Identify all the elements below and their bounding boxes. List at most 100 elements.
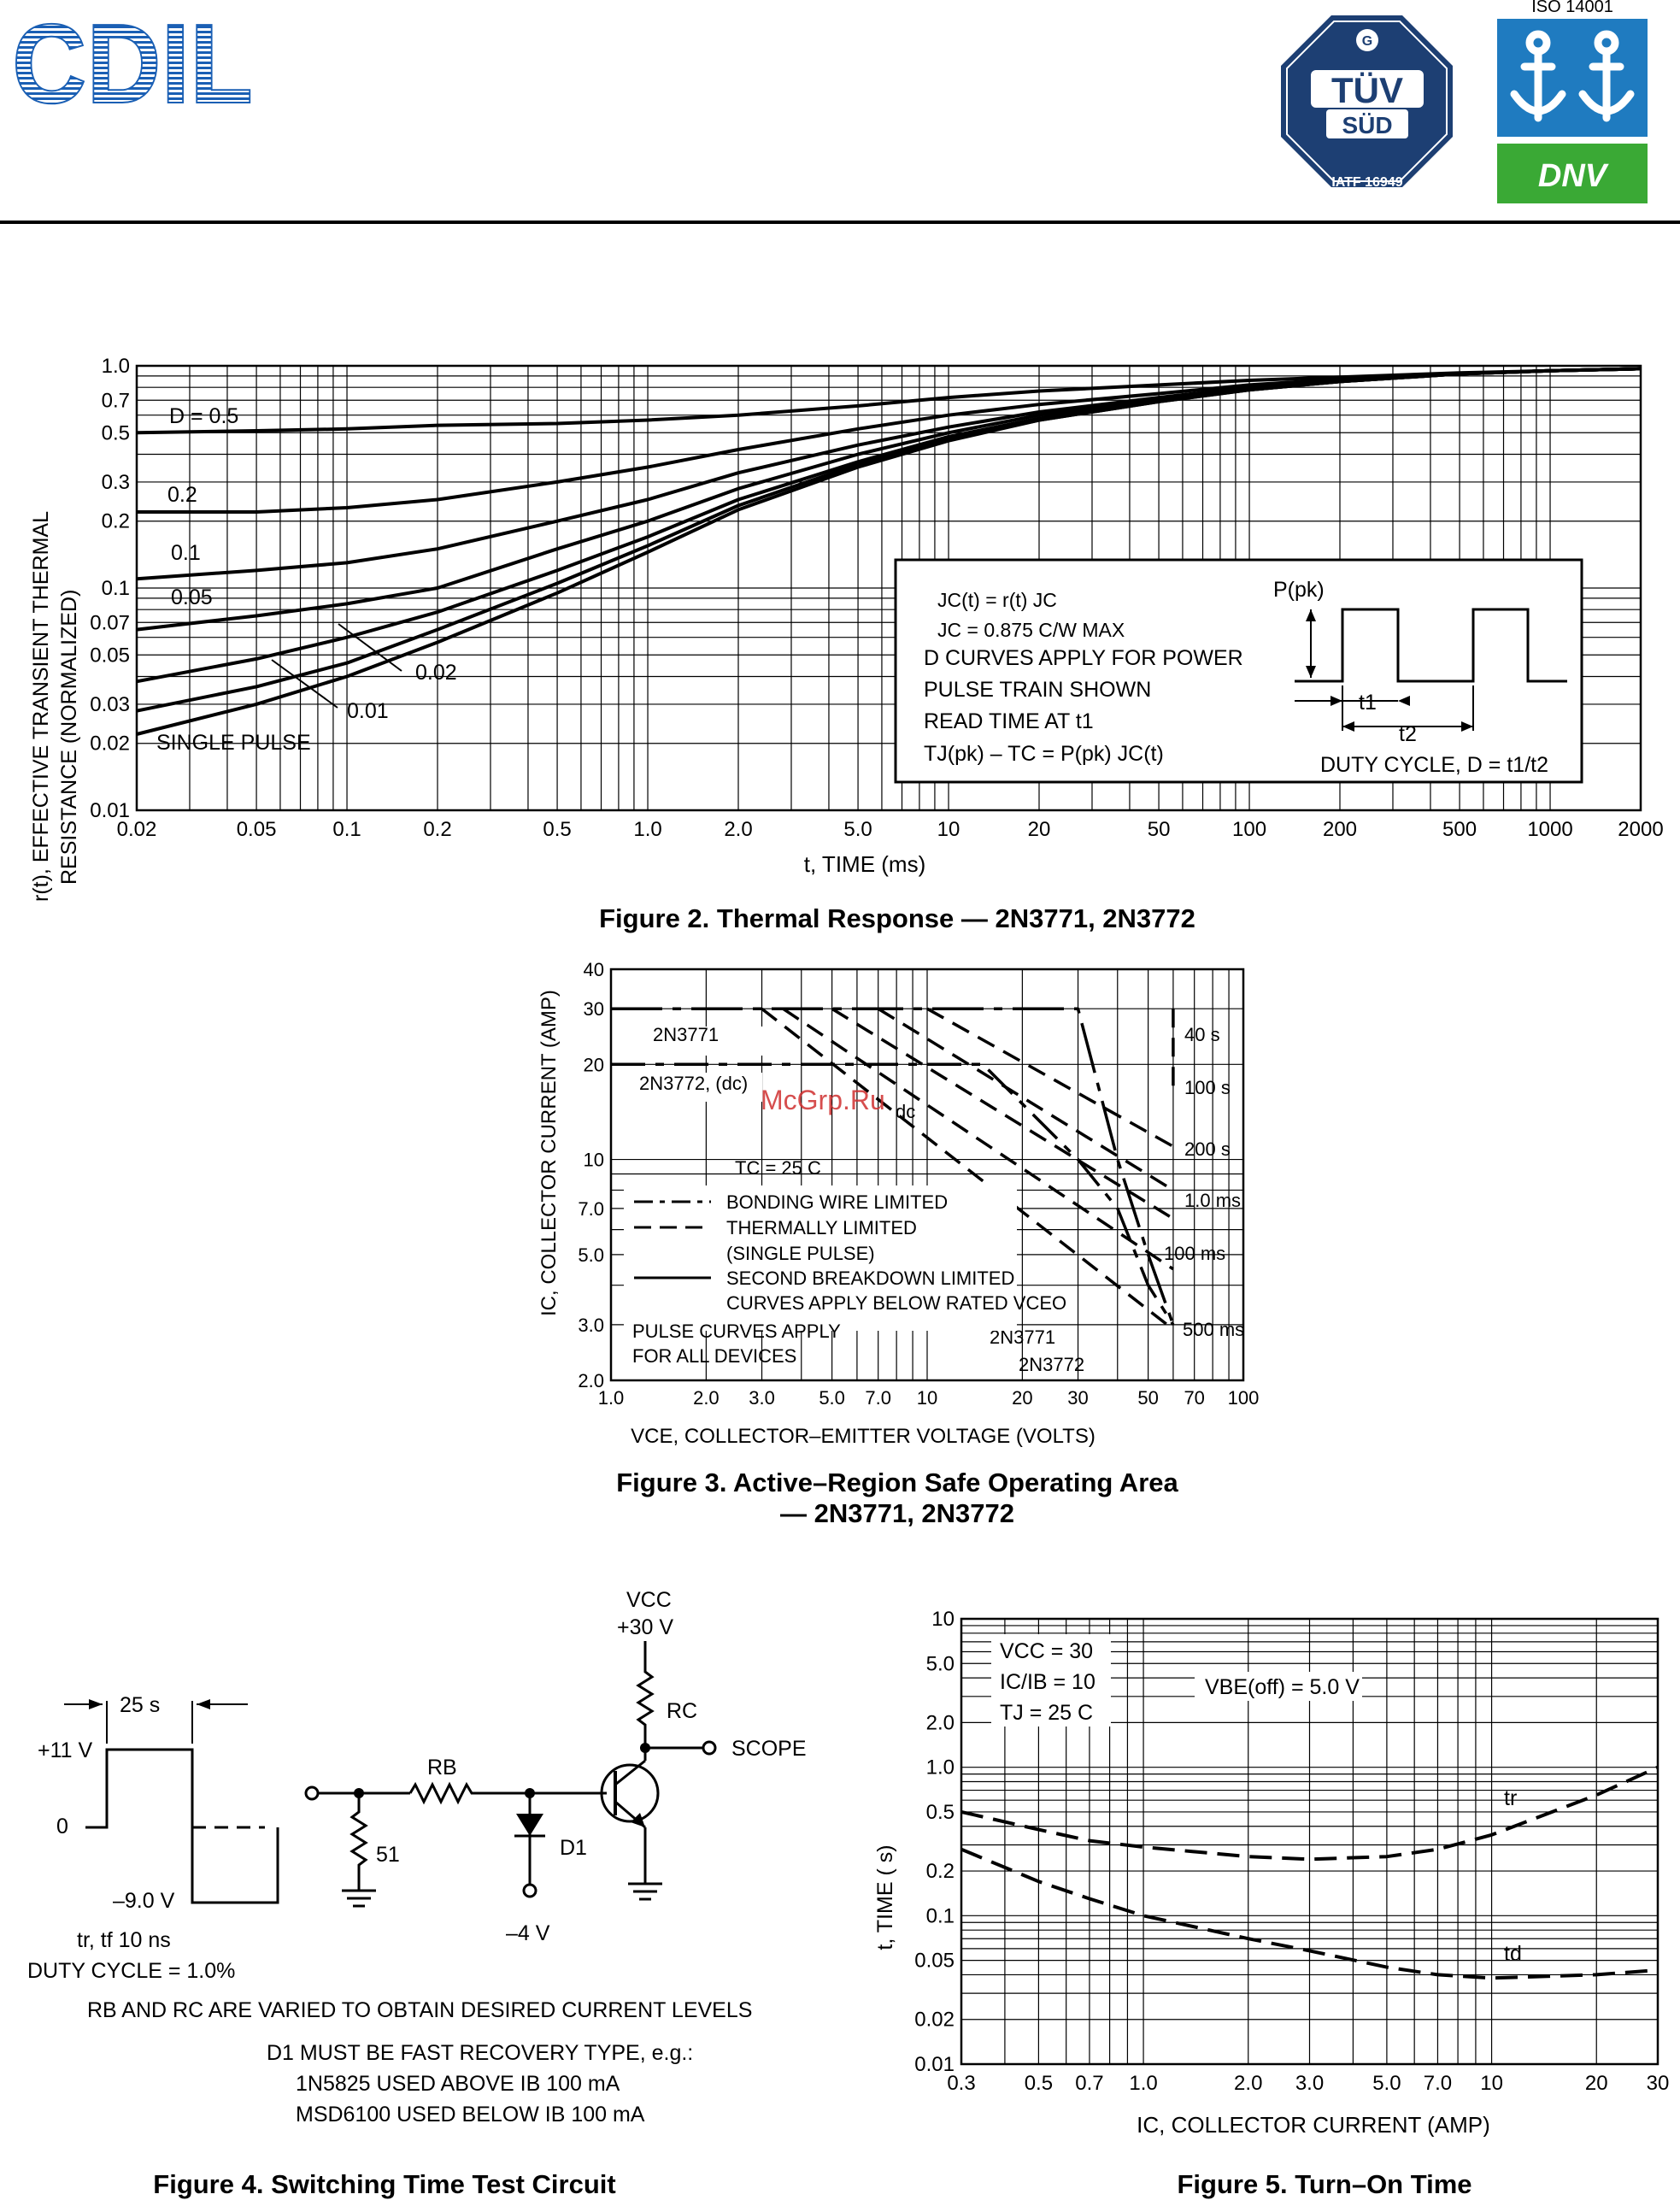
x-tick-label: 0.7 [1075,2072,1103,2095]
figure5-ylabel: t, TIME ( s) [873,1844,897,1950]
x-tick-label: 0.05 [237,818,277,841]
y-tick-label: 0.1 [102,577,130,600]
pulse-note-2: FOR ALL DEVICES [632,1345,796,1367]
x-tick-label: 2.0 [724,818,752,841]
rc-label: RC [667,1699,697,1723]
y-tick-label: 0.2 [926,1860,955,1883]
box-duty: DUTY CYCLE, D = t1/t2 [1320,753,1548,777]
curve-label-01: 0.1 [171,541,201,565]
vcc-value: +30 V [617,1615,673,1639]
x-tick-label: 1.0 [598,1387,625,1409]
note-1: RB AND RC ARE VARIED TO OBTAIN DESIRED C… [87,1998,752,2022]
x-tick-label: 20 [1028,818,1051,841]
label-2n3772-dc: 2N3772, (dc) [639,1073,748,1094]
figure4-caption: Figure 4. Switching Time Test Circuit [153,2169,616,2199]
series-line-1-0-ms [831,1007,1174,1221]
rb-label: RB [427,1756,457,1780]
figure3-caption-2: — 2N3771, 2N3772 [779,1498,1015,1528]
curve-label-tr: tr [1504,1786,1517,1810]
y-tick-label: 0.03 [90,693,130,716]
x-tick-label: 5.0 [843,818,872,841]
x-tick-label: 500 [1442,818,1477,841]
label-500ms: 500 ms [1183,1319,1244,1340]
tuv-name: TÜV [1331,70,1403,110]
header: G TÜV SÜD IATF 16949 ISO 14001 DNV [0,0,1680,224]
x-tick-label: 1.0 [633,818,661,841]
label-2n3772-b: 2N3772 [1019,1354,1084,1375]
y-tick-label: 10 [584,1150,604,1171]
figure5-xlabel: IC, COLLECTOR CURRENT (AMP) [1137,2112,1490,2137]
y-tick-label: 10 [931,1608,955,1631]
series-line-100-ms [782,1007,1174,1271]
duty-cycle: DUTY CYCLE = 1.0% [27,1959,235,1983]
curve-label-002: 0.02 [415,661,457,685]
pulse-note-1: PULSE CURVES APPLY [632,1321,841,1342]
label-100us: 100 s [1184,1077,1231,1098]
box-line-5: READ TIME AT t1 [924,709,1094,733]
label-100ms: 100 ms [1164,1243,1225,1264]
legend-vceo: CURVES APPLY BELOW RATED VCEO [726,1292,1066,1314]
leader-001 [271,659,338,709]
figure5-ticks: 0.3 0.5 0.7 1.0 2.0 3.0 5.0 7.0 10 20 30 10 5.0 2.0 1.… [914,1608,1669,2095]
leader-002 [338,623,402,672]
legend-bonding: BONDING WIRE LIMITED [726,1191,948,1213]
figure2-info-box: JC(t) = r(t) JC JC = 0.875 C/W MAX D CUR… [894,558,1583,784]
x-tick-label: 0.5 [543,818,571,841]
x-tick-label: 5.0 [819,1387,845,1409]
y-tick-label: 1.0 [102,355,130,378]
curve-label-d05: D = 0.5 [169,404,238,428]
y-tick-label: 0.01 [90,799,130,822]
x-tick-label: 5.0 [1372,2072,1401,2095]
label-tc: TC = 25 C [735,1157,821,1179]
label-2n3771: 2N3771 [653,1024,719,1045]
cond-vcc: VCC = 30 [1000,1639,1093,1663]
box-line-3: D CURVES APPLY FOR POWER [924,646,1243,670]
v-zero: 0 [56,1815,68,1838]
x-tick-label: 70 [1184,1387,1204,1409]
scope-label: SCOPE [731,1737,807,1761]
figure2-xlabel: t, TIME (ms) [804,851,926,877]
x-tick-label: 100 [1228,1387,1260,1409]
series-line-100-s [926,1007,1174,1148]
curve-label-02: 0.2 [167,483,197,507]
curve-label-single: SINGLE PULSE [156,731,311,755]
vcc-label: VCC [626,1588,672,1612]
y-tick-label: 1.0 [926,1756,955,1780]
series-line-200-s [877,1007,1174,1191]
x-tick-label: 0.1 [332,818,361,841]
y-tick-label: 0.05 [914,1950,955,1973]
box-t2: t2 [1399,722,1417,746]
figure3-ylabel: IC, COLLECTOR CURRENT (AMP) [537,990,561,1316]
box-ppk: P(pk) [1273,578,1325,602]
y-tick-label: 0.01 [914,2053,955,2076]
y-tick-label: 0.02 [90,732,130,756]
x-tick-label: 50 [1148,818,1171,841]
series-line-td [960,1847,1659,1980]
dnv-label: DNV [1538,158,1609,194]
x-tick-label: 20 [1012,1387,1032,1409]
anchor-icon [1510,30,1635,122]
y-tick-label: 2.0 [926,1711,955,1734]
x-tick-label: 0.2 [423,818,451,841]
figure3-ticks: 1.0 2.0 3.0 5.0 7.0 10 20 30 50 70 100403020107.05… [578,959,1259,1409]
tuv-cert: IATF 16949 [1331,175,1402,190]
figure5-curves [960,1765,1659,1980]
figure2-ticks: 0.02 0.05 0.1 0.2 0.5 1.0 2.0 5.0 10 20 50 100 200 50… [90,355,1663,841]
figure2-caption: Figure 2. Thermal Response — 2N3771, 2N3… [599,903,1195,933]
figure2-curves [136,367,1642,736]
logo-text: CDIL [12,10,253,111]
x-tick-label: 3.0 [1295,2072,1324,2095]
figure2-ylabel-2: RESISTANCE (NORMALIZED) [57,590,81,885]
figure3-chart: 1.0 2.0 3.0 5.0 7.0 10 20 30 50 70 100403020107.05… [537,959,1259,1448]
x-tick-label: 200 [1323,818,1357,841]
x-tick-label: 10 [917,1387,937,1409]
y-tick-label: 0.07 [90,611,130,634]
figure2-grid [135,364,1642,812]
figure3-curves [611,1007,1175,1331]
figure2-chart: 0.02 0.05 0.1 0.2 0.5 1.0 2.0 5.0 10 20 50 100 200 50… [29,355,1664,902]
legend-thermal: THERMALLY LIMITED [726,1217,917,1238]
cond-icib: IC/IB = 10 [1000,1670,1096,1694]
rise-fall: tr, tf 10 ns [77,1928,171,1952]
iso-label: ISO 14001 [1531,0,1613,16]
label-1ms: 1.0 ms [1184,1190,1241,1211]
